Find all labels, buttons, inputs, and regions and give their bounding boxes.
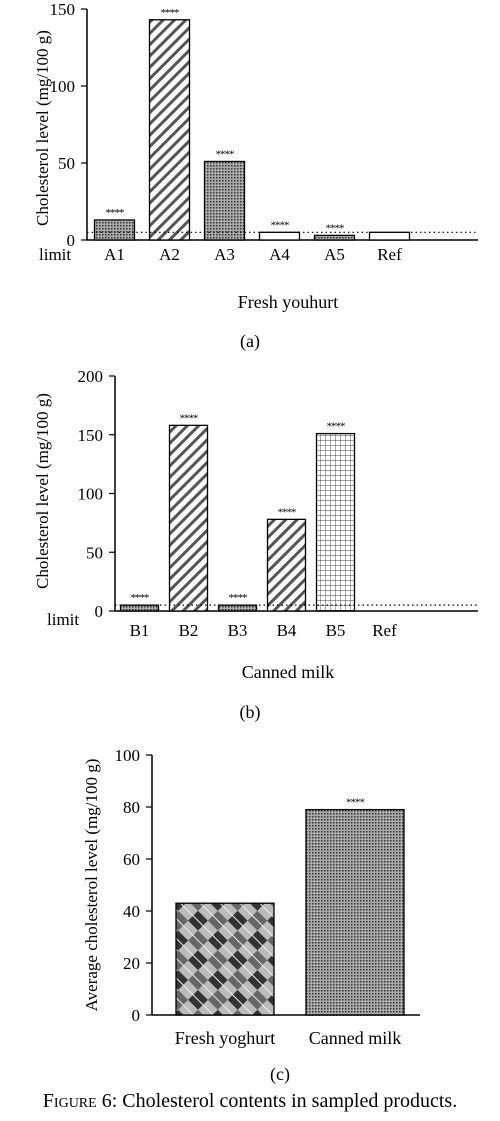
panel-b-bar-b1 (119, 604, 160, 612)
panel-b-significance-mark: **** (180, 412, 199, 424)
panel-c-significance-mark: **** (346, 797, 365, 809)
panel-a-bar-a4 (258, 231, 301, 241)
caption-text: Cholesterol contents in sampled products… (122, 1090, 458, 1112)
panel-b-bar-b3 (217, 604, 258, 612)
panel-b-bars (115, 424, 478, 612)
panel-a-significance-mark: **** (326, 222, 345, 234)
panel-a-ylabel: Cholesterol level (mg/100 g) (33, 30, 52, 226)
panel-a-x-tick-label: A2 (159, 245, 180, 264)
panel-b-y-tick-label: 200 (78, 367, 104, 386)
panel-a-limit-label: limit (39, 245, 71, 264)
panel-a-significance: **** **** **** **** **** (106, 7, 346, 235)
panel-c-y-tick-label: 0 (132, 1006, 141, 1025)
panel-b-x-tick-label: Ref (372, 621, 397, 640)
panel-a-significance-mark: **** (161, 7, 180, 19)
panel-b-x-tick-label: B3 (228, 621, 248, 640)
panel-b-significance: **** **** **** **** **** (131, 412, 347, 604)
panel-a-x-tick-label: A3 (214, 245, 235, 264)
panel-c-y-tick-label: 40 (123, 902, 140, 921)
panel-c-y-tick-label: 60 (123, 850, 140, 869)
panel-b-bar-b5 (315, 432, 356, 612)
panel-b-x-tick-label: B4 (277, 621, 297, 640)
panel-a-y-axis: 0 50 100 150 (50, 0, 88, 250)
panel-b-significance-mark: **** (278, 506, 297, 518)
panel-c-significance: **** (346, 797, 366, 809)
panel-c-y-tick-label: 20 (123, 954, 140, 973)
panel-a-xlabel: Fresh youhurt (238, 292, 339, 312)
panel-c-x-tick-label: Canned milk (309, 1028, 402, 1048)
panel-b-y-tick-label: 100 (78, 485, 104, 504)
panel-c-x-axis: Fresh yoghurt Canned milk (152, 1014, 420, 1048)
panel-a-bar-a1 (93, 219, 136, 241)
panel-c-label: (c) (270, 1064, 290, 1085)
panel-a-y-tick-label: 100 (50, 77, 76, 96)
panel-c-y-axis: 0 20 40 60 80 100 (115, 746, 153, 1025)
panel-b-limit-label: limit (47, 610, 79, 629)
panel-b-significance-mark: **** (229, 592, 248, 604)
panel-a-bar-a5 (313, 234, 356, 241)
panel-b-x-tick-label: B5 (326, 621, 346, 640)
panel-a-x-tick-label: A5 (324, 245, 345, 264)
panel-b-x-axis: B1 B2 B3 B4 B5 Ref (115, 610, 478, 640)
panel-a-x-tick-label: A4 (269, 245, 290, 264)
panel-b-x-tick-label: B1 (130, 621, 150, 640)
panel-b-y-axis: 0 50 100 150 200 (78, 367, 116, 621)
panel-a-x-tick-label: Ref (377, 245, 402, 264)
panel-c-y-tick-label: 80 (123, 798, 140, 817)
panel-c-ylabel: Average cholesterol level (mg/100 g) (82, 759, 101, 1012)
panel-b-label: (b) (240, 702, 261, 723)
panel-a-bar-a2 (148, 19, 191, 241)
panel-a-x-tick-label: A1 (104, 245, 125, 264)
panel-a-y-tick-label: 150 (50, 0, 76, 19)
panel-a-significance-mark: **** (271, 219, 290, 231)
caption-label: Figure 6: (42, 1090, 118, 1112)
panel-a-bars (87, 19, 478, 241)
panel-c-y-tick-label: 100 (115, 746, 141, 765)
figure-svg: Cholesterol level (mg/100 g) limit 0 50 10… (33, 0, 478, 1085)
panel-c-bars (175, 808, 405, 1016)
panel-b-significance-mark: **** (327, 421, 346, 433)
panel-a-x-axis: A1 A2 A3 A4 A5 Ref (87, 239, 478, 264)
panel-b-bar-b2 (168, 424, 209, 612)
panel-a-significance-mark: **** (106, 207, 125, 219)
panel-b-y-tick-label: 0 (95, 602, 104, 621)
panel-a-significance-mark: **** (216, 148, 235, 160)
chart-panel-a: Cholesterol level (mg/100 g) limit 0 50 10… (33, 0, 478, 352)
panel-a-y-tick-label: 0 (67, 231, 76, 250)
panel-a-bar-a3 (203, 160, 246, 241)
panel-a-bar-ref (368, 231, 411, 241)
chart-panel-b: Cholesterol level (mg/100 g) limit 0 50 10… (33, 367, 478, 723)
panel-b-y-tick-label: 150 (78, 426, 104, 445)
panel-b-y-tick-label: 50 (86, 543, 103, 562)
panel-a-label: (a) (240, 331, 260, 352)
chart-panel-c: Average cholesterol level (mg/100 g) 0 20… (82, 746, 420, 1085)
panel-a-y-tick-label: 50 (58, 154, 75, 173)
panel-c-bar-canned-milk (305, 808, 405, 1016)
panel-b-bar-b4 (266, 518, 307, 612)
panel-b-xlabel: Canned milk (242, 662, 335, 682)
panel-b-x-tick-label: B2 (179, 621, 199, 640)
panel-b-significance-mark: **** (131, 592, 150, 604)
panel-c-x-tick-label: Fresh yoghurt (175, 1028, 276, 1048)
panel-b-ylabel: Cholesterol level (mg/100 g) (33, 393, 52, 589)
figure-caption: Figure 6: Cholesterol contents in sample… (0, 1090, 500, 1113)
panel-c-bar-fresh-yoghurt (175, 902, 275, 1016)
